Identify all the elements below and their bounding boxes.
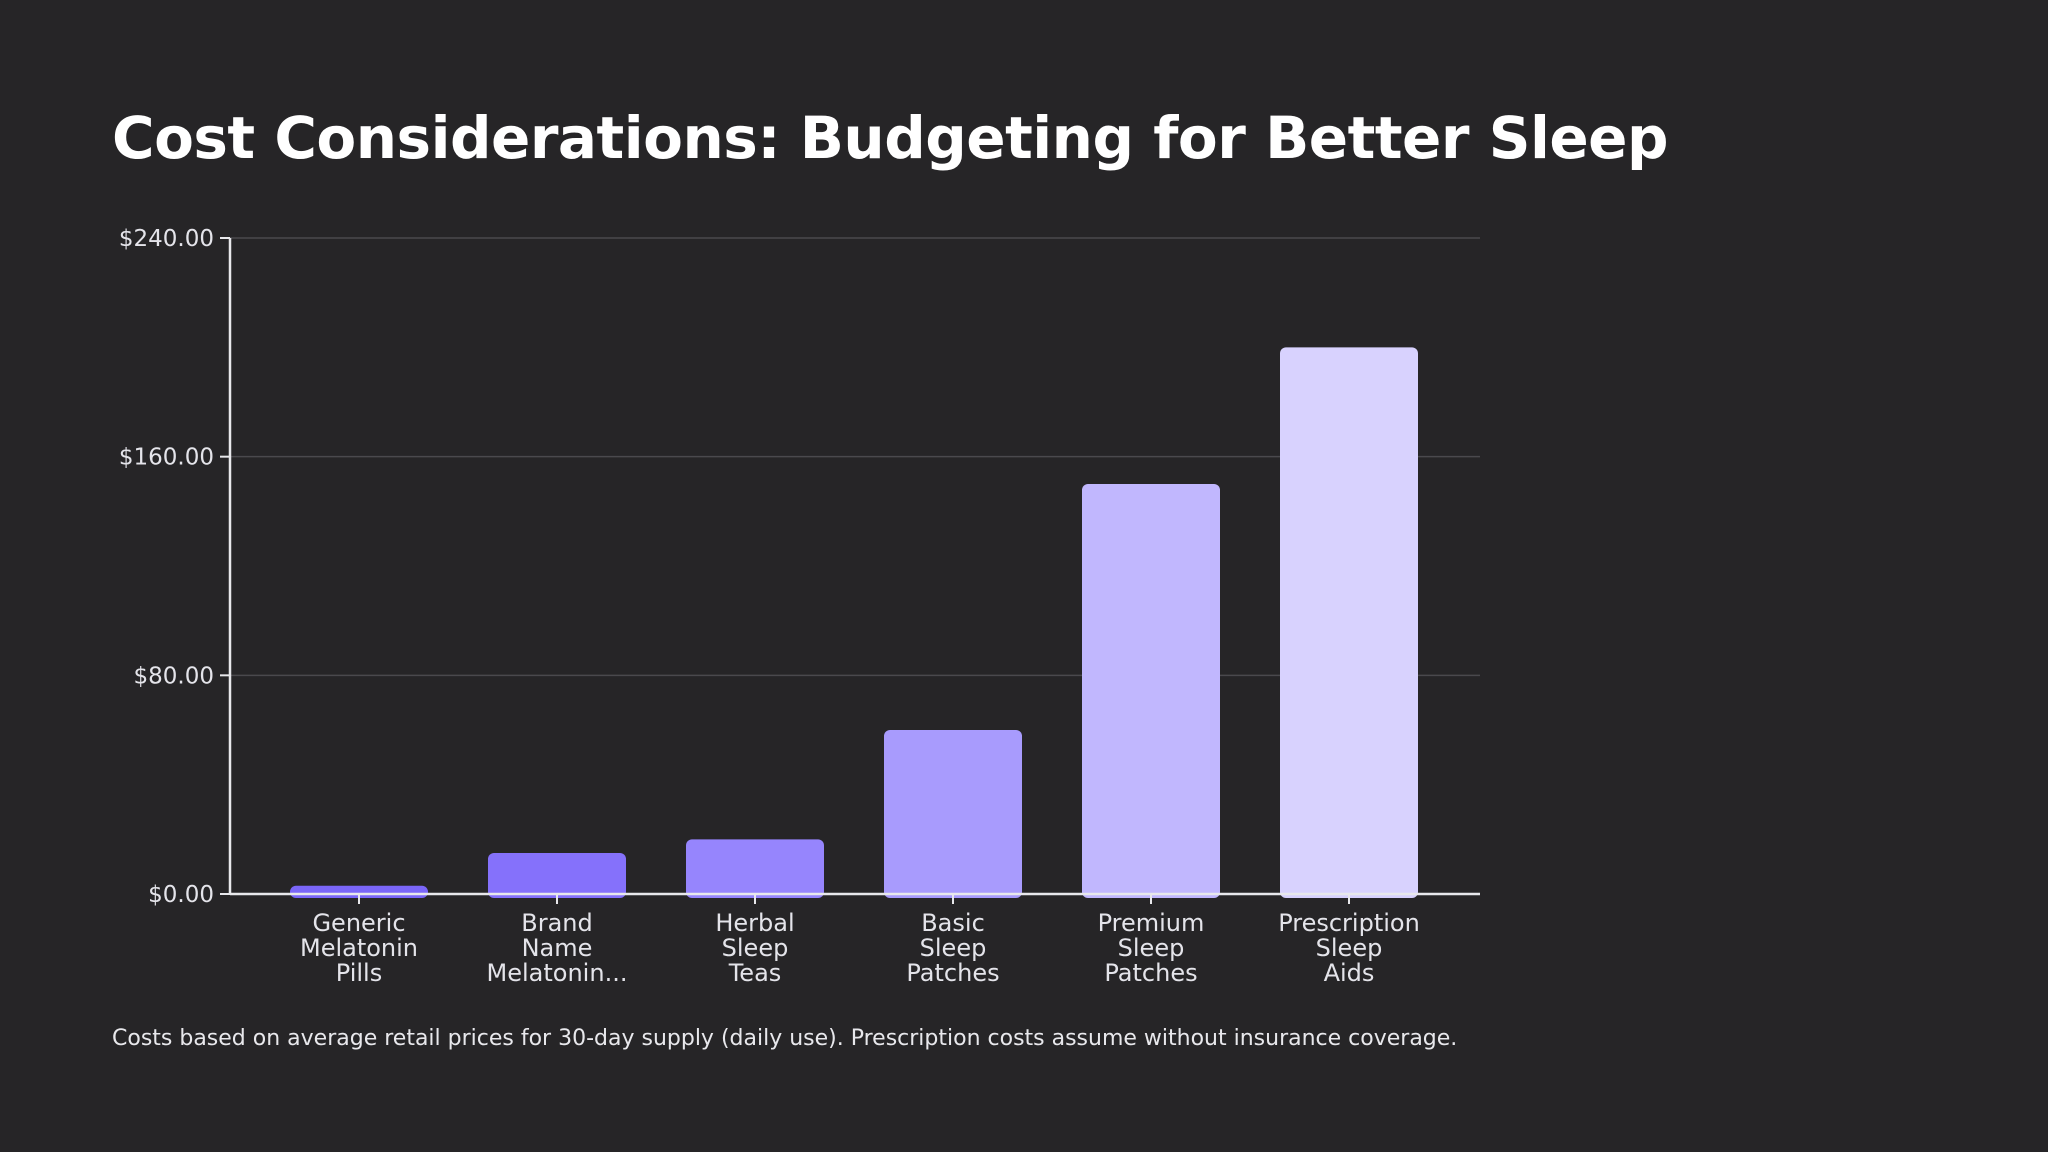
x-axis-ticks: Generic Melatonin Pills Brand Name Melatonin.… xyxy=(300,894,1420,987)
bar xyxy=(884,730,1022,898)
y-axis-ticks: $0.00 $80.00 $160.00 $240.00 xyxy=(119,226,230,908)
grid-lines xyxy=(230,237,1480,677)
bar xyxy=(686,839,824,898)
y-tick-label: $0.00 xyxy=(148,882,214,908)
x-tick-label: Premium Sleep Patches xyxy=(1098,909,1205,987)
x-tick-label: Generic Melatonin Pills xyxy=(300,909,418,987)
bar xyxy=(488,853,626,898)
bar xyxy=(1280,347,1418,898)
axes xyxy=(228,238,1480,896)
y-tick-label: $240.00 xyxy=(119,226,214,252)
x-tick-label: Basic Sleep Patches xyxy=(906,909,999,987)
y-tick-label: $160.00 xyxy=(119,445,214,471)
x-tick-label: Prescription Sleep Aids xyxy=(1278,909,1420,987)
x-tick-label: Herbal Sleep Teas xyxy=(715,909,794,987)
bar-chart: $0.00 $80.00 $160.00 $240.00 Generic Melaton… xyxy=(119,226,1480,987)
x-tick-label: Brand Name Melatonin... xyxy=(487,909,628,987)
bar xyxy=(1082,484,1220,898)
page-title: Cost Considerations: Budgeting for Bette… xyxy=(112,104,1669,172)
chart-footnote: Costs based on average retail prices for… xyxy=(112,1026,1458,1051)
bars xyxy=(290,347,1418,898)
y-tick-label: $80.00 xyxy=(134,663,214,689)
